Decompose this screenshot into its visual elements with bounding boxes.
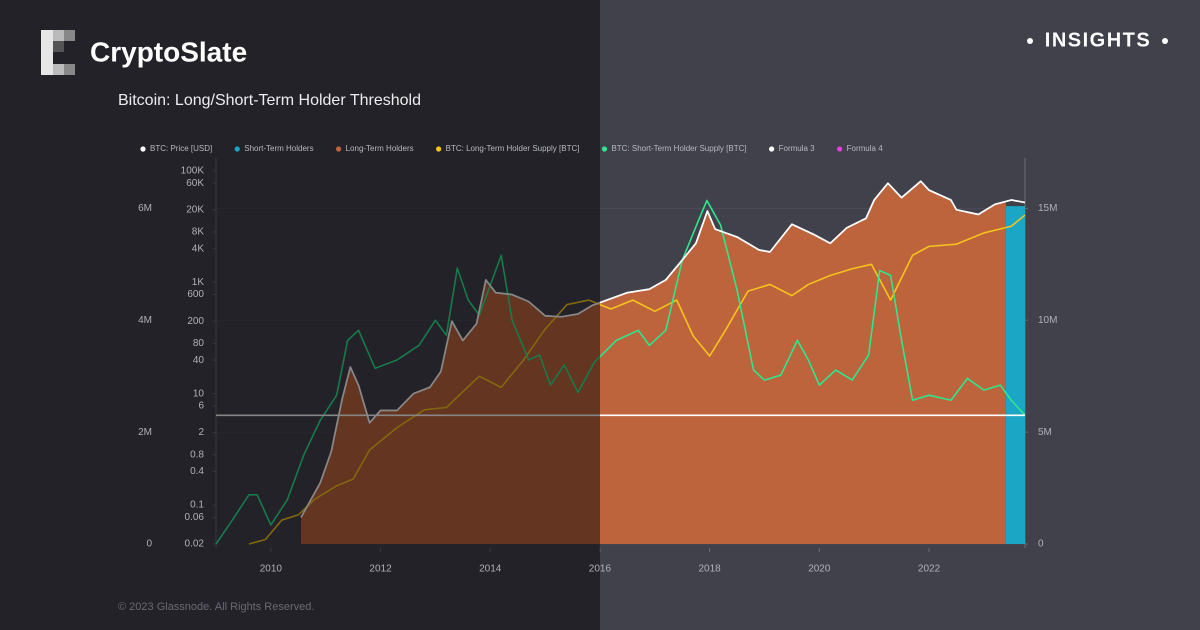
y3-tick-label: 100K <box>181 165 205 176</box>
logo-block <box>53 30 64 41</box>
line <box>215 199 1026 545</box>
y3-tick-label: 40 <box>193 355 205 366</box>
y3-tick-label: 4K <box>192 243 205 254</box>
x-tick-label: 2020 <box>808 564 831 575</box>
line <box>300 180 1026 518</box>
y-tick-label: 2M <box>138 427 152 438</box>
dark-overlay <box>0 0 600 630</box>
x-tick-label: 2016 <box>589 564 612 575</box>
chart-title: Bitcoin: Long/Short-Term Holder Threshol… <box>118 92 421 109</box>
y-tick-label: 6M <box>138 203 152 214</box>
legend-label: BTC: Short-Term Holder Supply [BTC] <box>611 144 746 153</box>
x-tick-label: 2014 <box>479 564 502 575</box>
legend-marker <box>335 146 342 152</box>
y-tick-label: 0 <box>146 539 152 550</box>
legend-marker <box>601 146 608 152</box>
y3-tick-label: 600 <box>187 289 204 300</box>
y3-tick-label: 2 <box>198 427 204 438</box>
y3-tick-label: 20K <box>186 204 204 215</box>
y2-tick-label: 15M <box>1038 203 1057 214</box>
logo-block <box>41 30 53 75</box>
legend-marker <box>436 146 442 152</box>
y2-tick-label: 5M <box>1038 427 1052 438</box>
logo-block <box>53 64 64 75</box>
insights: INSIGHTS <box>1045 29 1151 51</box>
x-tick-label: 2012 <box>369 564 392 575</box>
dot <box>1027 38 1033 44</box>
logo-block <box>53 41 64 52</box>
legend-label: Short-Term Holders <box>244 144 313 153</box>
y3-tick-label: 0.8 <box>190 449 204 460</box>
y3-tick-label: 10 <box>193 388 205 399</box>
legend-marker <box>769 146 775 152</box>
y3-tick-label: 1K <box>192 277 205 288</box>
y2-tick-label: 0 <box>1038 539 1044 550</box>
x-tick-label: 2018 <box>699 564 722 575</box>
legend-marker <box>140 146 146 152</box>
copyright: © 2023 Glassnode. All Rights Reserved. <box>118 601 314 613</box>
y3-tick-label: 80 <box>193 338 205 349</box>
y3-tick-label: 6 <box>198 401 204 412</box>
legend-marker <box>234 146 240 152</box>
y3-tick-label: 0.4 <box>190 466 204 477</box>
chart-marks <box>213 158 1028 552</box>
logo <box>41 30 75 75</box>
legend-label: Formula 4 <box>847 144 884 153</box>
dot <box>1162 38 1168 44</box>
line <box>248 214 1026 545</box>
x-tick-label: 2010 <box>260 564 283 575</box>
y3-tick-label: 0.1 <box>190 500 204 511</box>
y3-tick-label: 200 <box>187 316 204 327</box>
logo-block <box>64 30 75 41</box>
legend-label: Long-Term Holders <box>346 144 414 153</box>
y2-tick-label: 10M <box>1038 315 1057 326</box>
area <box>1005 206 1025 544</box>
y3-tick-label: 60K <box>186 178 204 189</box>
logo-block <box>64 64 75 75</box>
area <box>301 181 1006 545</box>
y3-tick-label: 0.02 <box>185 539 205 550</box>
y3-tick-label: 0.06 <box>185 512 205 523</box>
brand: CryptoSlate <box>90 36 247 67</box>
legend-label: BTC: Long-Term Holder Supply [BTC] <box>446 144 580 153</box>
legend-marker <box>837 146 843 152</box>
x-tick-label: 2022 <box>918 564 941 575</box>
legend-label: BTC: Price [USD] <box>150 144 212 153</box>
y3-tick-label: 8K <box>192 227 205 238</box>
y-tick-label: 4M <box>138 315 152 326</box>
legend-label: Formula 3 <box>779 144 816 153</box>
